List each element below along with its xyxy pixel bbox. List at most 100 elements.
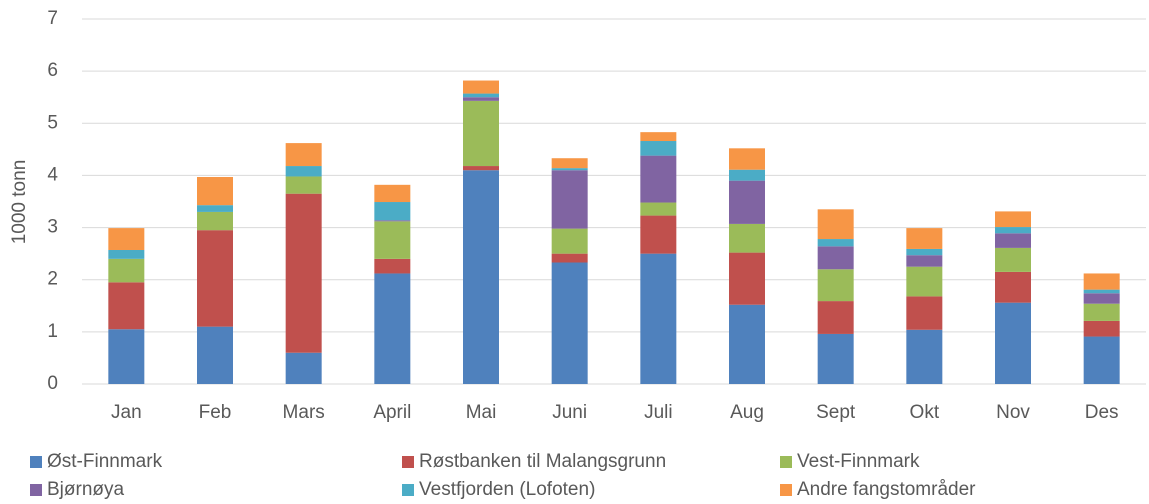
bar-segment: [285, 176, 322, 194]
y-tick-label: 7: [47, 8, 58, 29]
legend-label: Bjørnøya: [47, 479, 125, 500]
bar-segment: [817, 301, 854, 334]
bar-segment: [285, 166, 322, 177]
bar-segment: [197, 205, 233, 212]
bar-segment: [906, 248, 943, 256]
bar-segment: [1083, 336, 1120, 384]
legend-swatch: [402, 484, 414, 496]
bar-segment: [729, 180, 765, 224]
x-tick-label: Mai: [466, 402, 497, 423]
y-tick-label: 1: [47, 321, 58, 342]
bar-segment: [285, 193, 322, 353]
bar-segment: [551, 262, 588, 384]
bar-segment: [1083, 303, 1120, 321]
x-tick-label: Des: [1085, 402, 1119, 423]
bar-segment: [906, 329, 943, 384]
bar-segment: [374, 220, 411, 222]
bar-segment: [374, 202, 411, 221]
legend-label: Røstbanken til Malangsgrunn: [419, 451, 666, 472]
legend-label: Vest-Finnmark: [797, 451, 920, 472]
bar-segment: [285, 352, 322, 384]
bar-segment: [640, 141, 677, 156]
bar-segment: [1083, 293, 1120, 304]
bar-segment: [463, 93, 499, 98]
bar-segment: [374, 184, 411, 203]
bar-segment: [551, 158, 588, 169]
bar-segment: [906, 228, 943, 249]
bar-segment: [995, 211, 1031, 228]
bar-segment: [995, 247, 1031, 272]
legend-swatch: [780, 456, 792, 468]
x-tick-label: Juli: [644, 402, 673, 423]
y-tick-label: 6: [47, 60, 58, 81]
bar-segment: [374, 258, 411, 274]
bar-segment: [729, 148, 765, 170]
bar-segment: [640, 132, 677, 142]
x-tick-label: Sept: [816, 402, 856, 423]
x-tick-label: Aug: [730, 402, 764, 423]
legend-swatch: [402, 456, 414, 468]
bar-segment: [463, 166, 499, 171]
bar-segment: [108, 228, 145, 250]
bar-segment: [463, 97, 499, 101]
x-tick-label: Okt: [910, 402, 940, 423]
bar-segment: [463, 80, 499, 94]
x-tick-label: Juni: [552, 402, 587, 423]
y-tick-label: 5: [47, 112, 58, 133]
bar-segment: [551, 228, 588, 254]
bar-segment: [995, 302, 1031, 384]
bar-segment: [197, 326, 233, 384]
y-tick-label: 4: [47, 164, 58, 185]
bar-segment: [906, 266, 943, 297]
y-tick-label: 0: [47, 373, 58, 394]
bar-segment: [285, 143, 322, 167]
bar-segment: [729, 304, 765, 384]
bar-segment: [729, 223, 765, 253]
bar-segment: [1083, 320, 1120, 337]
bar-segment: [463, 170, 499, 384]
bar-segment: [640, 155, 677, 203]
bar-segment: [374, 273, 411, 384]
bar-segment: [374, 221, 411, 259]
bar-segment: [817, 239, 854, 247]
bar-segment: [640, 253, 677, 384]
bar-segment: [1083, 289, 1120, 294]
bar-segment: [729, 169, 765, 181]
x-tick-label: Nov: [996, 402, 1030, 423]
bar-segment: [551, 170, 588, 229]
bar-segment: [108, 258, 145, 283]
bar-segment: [640, 202, 677, 216]
y-tick-label: 2: [47, 269, 58, 290]
bar-segment: [197, 211, 233, 231]
bar-segment: [995, 233, 1031, 248]
legend-swatch: [780, 484, 792, 496]
bar-segment: [108, 282, 145, 330]
legend-swatch: [30, 456, 42, 468]
legend-label: Vestfjorden (Lofoten): [419, 479, 595, 500]
y-axis-label: 1000 tonn: [9, 160, 30, 245]
bar-segment: [817, 269, 854, 302]
legend-label: Andre fangstområder: [797, 479, 976, 500]
bar-segment: [817, 209, 854, 240]
bar-segment: [640, 215, 677, 254]
x-tick-label: Mars: [283, 402, 325, 423]
x-tick-label: April: [373, 402, 411, 423]
bar-segment: [906, 255, 943, 267]
x-tick-label: Jan: [111, 402, 142, 423]
bar-segment: [108, 249, 145, 259]
x-tick-label: Feb: [199, 402, 232, 423]
bar-segment: [906, 296, 943, 330]
bar-segment: [995, 271, 1031, 303]
bar-segment: [108, 329, 145, 384]
bar-segment: [197, 230, 233, 327]
bar-segment: [1083, 273, 1120, 290]
y-tick-label: 3: [47, 217, 58, 238]
bar-segment: [551, 253, 588, 263]
bar-segment: [995, 227, 1031, 234]
bar-segment: [197, 176, 233, 206]
bar-segment: [463, 100, 499, 167]
bar-segment: [729, 252, 765, 305]
bar-segment: [817, 246, 854, 270]
bar-segment: [551, 168, 588, 171]
